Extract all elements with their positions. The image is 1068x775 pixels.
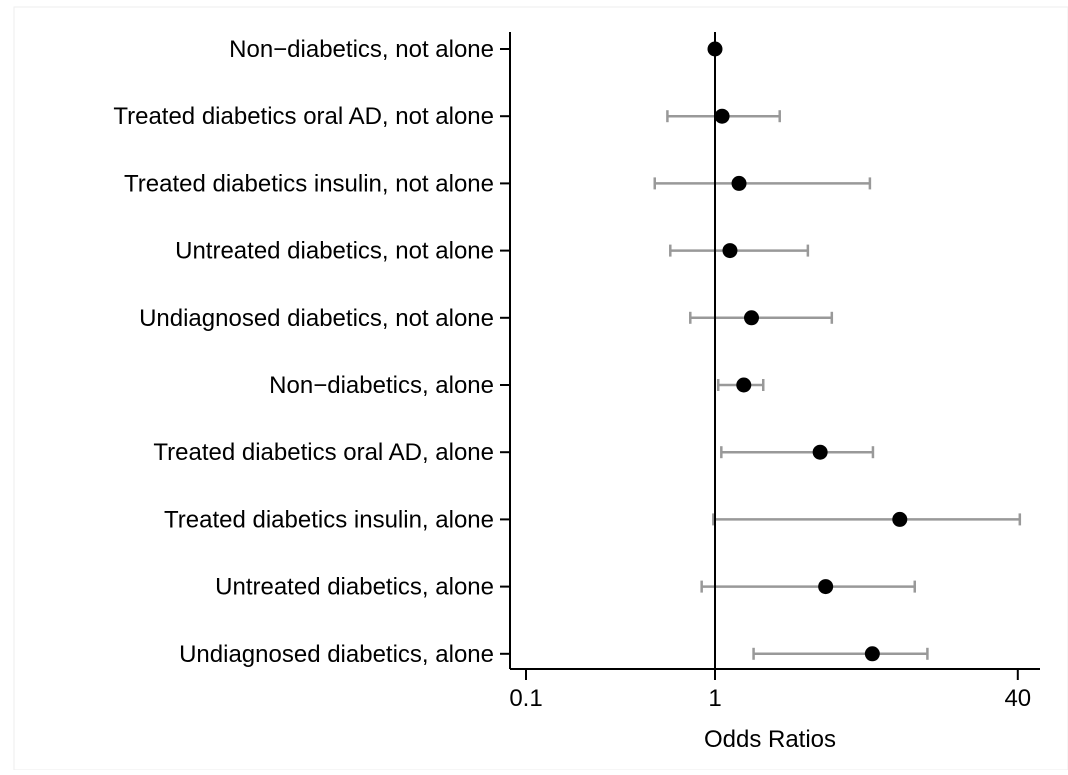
x-axis-title: Odds Ratios [704,726,836,753]
point-estimate [731,175,747,191]
category-label: Treated diabetics insulin, not alone [124,170,494,197]
category-label: Untreated diabetics, alone [215,574,494,601]
x-axis-ticks: 0.1 1 40 [509,669,1031,712]
x-tick-label: 40 [1004,685,1031,712]
point-estimates [707,41,908,662]
category-label: Undiagnosed diabetics, not alone [139,305,494,332]
category-label: Treated diabetics insulin, alone [164,506,494,533]
category-label: Treated diabetics oral AD, not alone [113,103,494,130]
category-label: Treated diabetics oral AD, alone [153,439,494,466]
point-estimate [864,646,880,662]
ci-bar [712,513,1022,526]
point-estimate [818,579,834,595]
ci-bar [653,177,872,190]
point-estimate [892,511,908,527]
ci-bar [689,311,834,324]
point-estimate [714,108,730,124]
category-label: Undiagnosed diabetics, alone [179,641,494,668]
category-label: Untreated diabetics, not alone [175,238,494,265]
point-estimate [707,41,723,57]
ci-bar [720,446,875,459]
point-estimate [812,444,828,460]
point-estimate [736,377,752,393]
category-label: Non−diabetics, not alone [229,36,494,63]
ci-bar [669,244,810,257]
ci-bar [752,647,929,660]
point-estimate [722,243,738,259]
x-tick-label: 0.1 [509,685,542,712]
x-tick-label: 1 [708,685,721,712]
plot-background [13,6,1068,771]
ci-bar [700,580,917,593]
category-label: Non−diabetics, alone [269,372,494,399]
y-axis-ticks: Non−diabetics, not alone Treated diabetic… [113,36,510,668]
point-estimate [744,310,760,326]
